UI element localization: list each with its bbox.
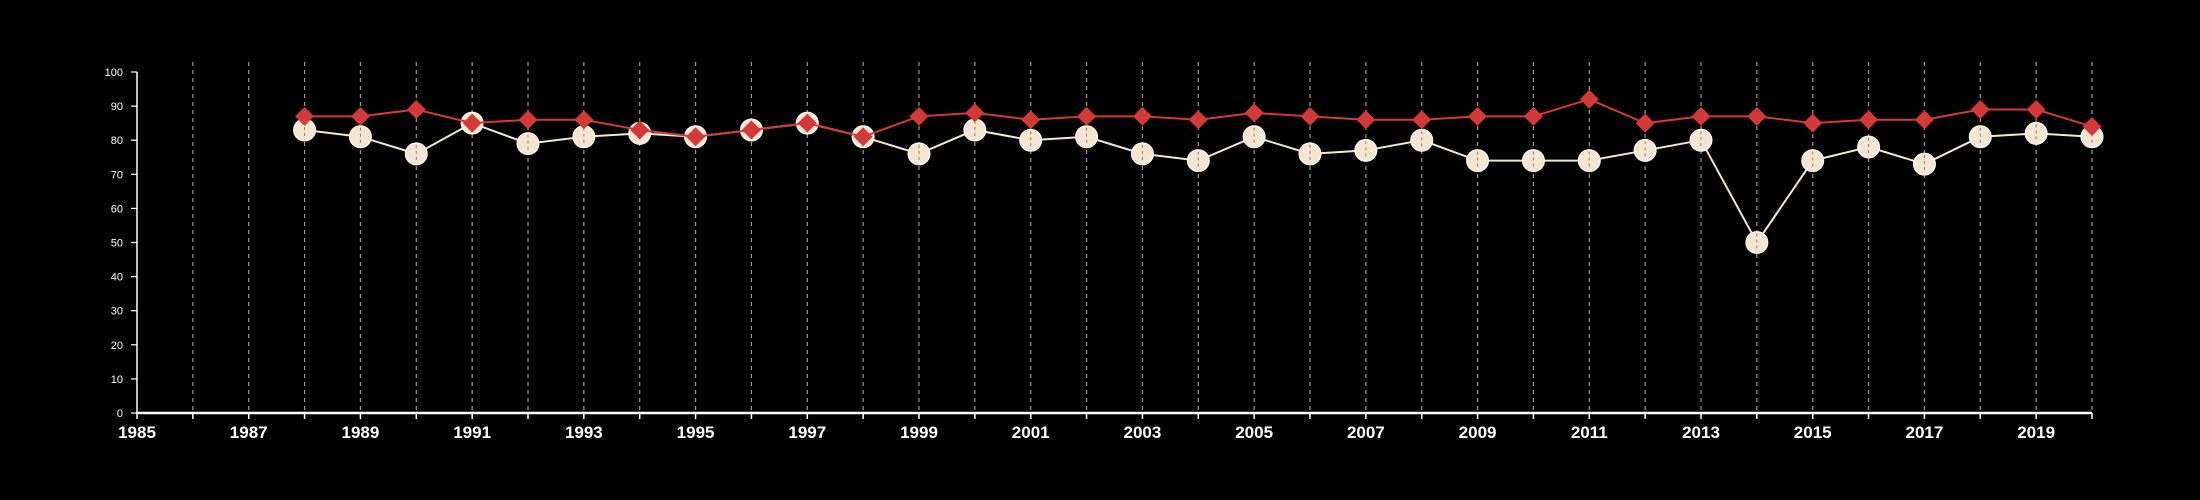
- x-tick-label-1989: 1989: [342, 423, 380, 442]
- y-tick-label-50: 50: [111, 238, 123, 250]
- diamond-point-2000: [965, 103, 985, 123]
- y-tick-label-80: 80: [111, 135, 123, 147]
- diamond-point-2008: [1412, 110, 1432, 130]
- diamond-point-1988: [295, 106, 315, 126]
- x-tick-label-2017: 2017: [1906, 423, 1944, 442]
- y-tick-label-30: 30: [111, 306, 123, 318]
- x-tick-label-2005: 2005: [1235, 423, 1273, 442]
- diamond-point-2018: [1970, 100, 1990, 120]
- series-layer: [293, 89, 2104, 254]
- diamond-point-2006: [1300, 106, 1320, 126]
- diamond-point-2019: [2026, 100, 2046, 120]
- series-1-diamond: [295, 89, 2102, 147]
- x-tick-label-1995: 1995: [677, 423, 715, 442]
- diamond-point-2010: [1523, 106, 1543, 126]
- diamond-point-2001: [1021, 110, 1041, 130]
- x-tick-label-1991: 1991: [453, 423, 491, 442]
- x-tick-label-2001: 2001: [1012, 423, 1050, 442]
- x-tick-label-2015: 2015: [1794, 423, 1832, 442]
- diamond-point-1993: [574, 110, 594, 130]
- x-tick-label-1985: 1985: [118, 423, 156, 442]
- diamond-point-2003: [1132, 106, 1152, 126]
- diamond-point-2011: [1579, 89, 1599, 109]
- y-tick-label-0: 0: [117, 408, 123, 420]
- diamond-point-1995: [686, 127, 706, 147]
- diamond-point-2014: [1747, 106, 1767, 126]
- diamond-point-1996: [741, 120, 761, 140]
- diamond-point-2004: [1188, 110, 1208, 130]
- y-tick-label-90: 90: [111, 101, 123, 113]
- x-tick-label-2003: 2003: [1124, 423, 1162, 442]
- diamond-point-2020: [2082, 117, 2102, 137]
- diamond-point-1991: [462, 113, 482, 133]
- diamond-point-1992: [518, 110, 538, 130]
- diamond-point-2017: [1914, 110, 1934, 130]
- diamond-point-1998: [853, 127, 873, 147]
- x-tick-label-1999: 1999: [900, 423, 938, 442]
- x-tick-label-1987: 1987: [230, 423, 268, 442]
- diamond-point-2015: [1803, 113, 1823, 133]
- diamond-point-2005: [1244, 103, 1264, 123]
- x-tick-label-2009: 2009: [1459, 423, 1497, 442]
- diamond-point-1997: [797, 113, 817, 133]
- x-tick-label-1993: 1993: [565, 423, 603, 442]
- diamond-point-2013: [1691, 106, 1711, 126]
- diamond-point-1989: [350, 106, 370, 126]
- x-tick-label-2013: 2013: [1682, 423, 1720, 442]
- x-tick-label-2019: 2019: [2017, 423, 2055, 442]
- diamond-point-2007: [1356, 110, 1376, 130]
- diamond-point-2016: [1859, 110, 1879, 130]
- diamond-point-2012: [1635, 113, 1655, 133]
- x-tick-label-2007: 2007: [1347, 423, 1385, 442]
- x-tick-label-1997: 1997: [788, 423, 826, 442]
- x-tick-label-2011: 2011: [1571, 423, 1608, 442]
- y-tick-label-70: 70: [111, 169, 123, 181]
- diamond-point-2009: [1468, 106, 1488, 126]
- diamond-point-2002: [1077, 106, 1097, 126]
- axes: 0 10 20 30 40 50 60 70 80 90 100 1985 1987 1989 1991 19…: [105, 67, 2093, 442]
- y-tick-label-10: 10: [111, 374, 123, 386]
- y-tick-label-100: 100: [105, 67, 123, 79]
- y-tick-label-40: 40: [111, 272, 123, 284]
- y-tick-label-60: 60: [111, 203, 123, 215]
- diamond-point-1990: [406, 100, 426, 120]
- y-tick-label-20: 20: [111, 340, 123, 352]
- diamond-point-1999: [909, 106, 929, 126]
- diamond-point-1994: [630, 120, 650, 140]
